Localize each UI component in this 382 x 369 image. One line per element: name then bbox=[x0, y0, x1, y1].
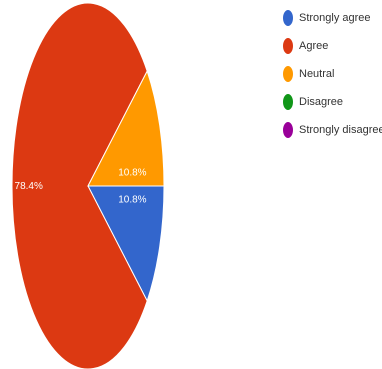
legend-label-disagree: Disagree bbox=[299, 96, 344, 108]
legend-item-strongly-disagree: Strongly disagree bbox=[283, 120, 382, 140]
legend-item-disagree: Disagree bbox=[283, 92, 382, 112]
pie-chart: 10.8% 78.4% 10.8% bbox=[11, 2, 165, 369]
slice-label-strongly-agree: 10.8% bbox=[118, 194, 146, 205]
legend-label-strongly-disagree: Strongly disagree bbox=[299, 124, 382, 136]
legend-swatch-strongly-agree bbox=[283, 10, 293, 26]
legend-item-agree: Agree bbox=[283, 36, 382, 56]
pie-slice-neutral bbox=[87, 69, 165, 187]
legend-swatch-agree bbox=[283, 38, 293, 54]
legend-item-neutral: Neutral bbox=[283, 64, 382, 84]
legend-swatch-neutral bbox=[283, 66, 293, 82]
legend-label-agree: Agree bbox=[299, 40, 329, 52]
legend: Strongly agree Agree Neutral Disagree St… bbox=[283, 8, 382, 148]
legend-swatch-strongly-disagree bbox=[283, 122, 293, 138]
slice-label-agree: 78.4% bbox=[15, 181, 43, 192]
legend-item-strongly-agree: Strongly agree bbox=[283, 8, 382, 28]
legend-swatch-disagree bbox=[283, 94, 293, 110]
legend-label-strongly-agree: Strongly agree bbox=[299, 12, 371, 24]
slice-label-neutral: 10.8% bbox=[118, 168, 146, 179]
pie-slice-agree bbox=[11, 2, 148, 369]
legend-label-neutral: Neutral bbox=[299, 68, 335, 80]
pie-slice-strongly-agree bbox=[87, 185, 165, 303]
